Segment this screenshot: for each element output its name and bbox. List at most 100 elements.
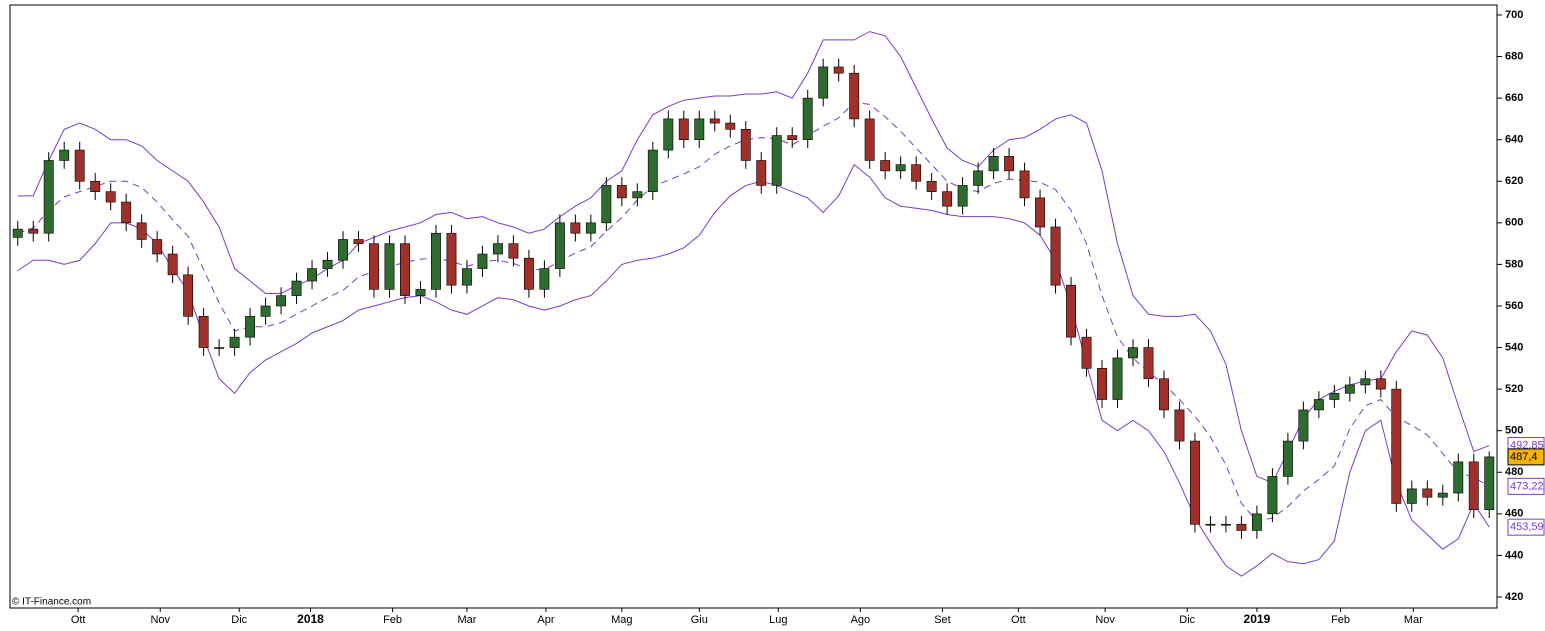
candle-body (554, 222, 565, 269)
x-tick-label: Nov (150, 614, 170, 626)
candle-body (1159, 378, 1169, 411)
candle-body (1205, 523, 1216, 526)
y-tick-label: 700 (1505, 9, 1523, 21)
x-tick-label: Giu (691, 614, 708, 626)
x-tick-label: Apr (537, 614, 554, 626)
y-tick-label: 660 (1505, 92, 1523, 104)
candle-body (771, 135, 782, 186)
candle-body (369, 243, 379, 290)
candle-body (260, 305, 271, 317)
x-tick-label: Set (934, 614, 951, 626)
candle-body (1128, 347, 1138, 359)
candle-body (1298, 409, 1309, 442)
candle-body (229, 336, 240, 348)
candle-body (694, 118, 705, 140)
x-tick-label: Lug (769, 614, 787, 626)
candle-body (90, 180, 101, 192)
candle-body (1143, 347, 1154, 380)
price-label: 487,4 (1510, 451, 1538, 463)
x-tick-label: Ott (71, 614, 86, 626)
candle-body (787, 135, 798, 140)
candle-body (1050, 226, 1061, 286)
y-tick-label: 640 (1505, 134, 1523, 146)
candle-body (1174, 409, 1185, 442)
candle-body (183, 274, 194, 317)
candle-body (911, 164, 922, 182)
x-tick-label: Mar (1404, 614, 1423, 626)
bollinger-band (17, 163, 1490, 577)
candle-body (880, 160, 891, 172)
candle-body (740, 128, 751, 161)
candle-body (864, 118, 875, 161)
candle-body (338, 239, 348, 261)
candle-body (678, 118, 689, 140)
candle-body (1035, 197, 1046, 228)
candle-body (539, 268, 550, 290)
x-tick-label: Nov (1095, 614, 1115, 626)
y-tick-label: 480 (1505, 466, 1523, 478)
candle-body (973, 170, 984, 186)
candle-body (415, 289, 426, 296)
candle-body (59, 149, 70, 161)
y-tick-label: 580 (1505, 258, 1523, 270)
candle-body (1391, 388, 1402, 504)
bollinger-band (17, 101, 1490, 522)
price-label: 453,59 (1510, 521, 1544, 533)
candle-body (431, 232, 441, 290)
candle-body (585, 222, 596, 234)
candle-body (307, 268, 317, 282)
candle-body (276, 295, 287, 307)
candle-body (926, 180, 937, 192)
candle-body (43, 160, 54, 234)
candle-body (12, 228, 23, 238)
candle-body (291, 280, 302, 296)
candle-body (1313, 399, 1324, 411)
candle-body (616, 185, 627, 199)
candle-body (105, 191, 116, 203)
candle-body (895, 164, 906, 172)
candle-body (1329, 392, 1340, 400)
candle-body (942, 191, 953, 207)
candle-body (1468, 461, 1479, 510)
candle-body (725, 122, 736, 130)
price-label: 473,22 (1510, 480, 1544, 492)
price-label-box (1507, 477, 1545, 495)
candle-body (1282, 440, 1293, 477)
x-tick-label: 2018 (297, 612, 324, 626)
bollinger-band (17, 31, 1490, 484)
candle-body (1019, 170, 1030, 199)
plot-frame (9, 4, 1498, 609)
candle-body (214, 347, 225, 349)
candle-body (198, 316, 209, 348)
candle-body (1251, 513, 1262, 531)
candle-body (818, 66, 829, 99)
candle-body (1066, 284, 1076, 338)
candle-body (1220, 523, 1231, 526)
candle-body (461, 268, 472, 286)
candle-body (1112, 357, 1123, 400)
candle-body (477, 253, 488, 269)
candle-body (601, 185, 612, 224)
candle-body (1344, 384, 1355, 394)
x-tick-label: Mar (457, 614, 476, 626)
candle-body (1190, 440, 1200, 525)
candle-body (1406, 488, 1417, 504)
candle-body (353, 239, 364, 244)
y-tick-label: 620 (1505, 175, 1523, 187)
credit: © IT-Finance.com (12, 597, 91, 608)
candle-body (833, 66, 844, 74)
candle-body (632, 191, 643, 199)
candle-body (756, 160, 767, 186)
candle-body (322, 259, 333, 269)
y-tick-label: 680 (1505, 50, 1523, 62)
candle-body (663, 118, 674, 151)
candle-body (1267, 476, 1278, 515)
y-tick-label: 500 (1505, 425, 1523, 437)
candle-body (1484, 456, 1495, 510)
y-tick-label: 540 (1505, 341, 1523, 353)
candle-body (1004, 156, 1015, 172)
candle-body (121, 201, 132, 224)
candle-body (523, 257, 534, 290)
